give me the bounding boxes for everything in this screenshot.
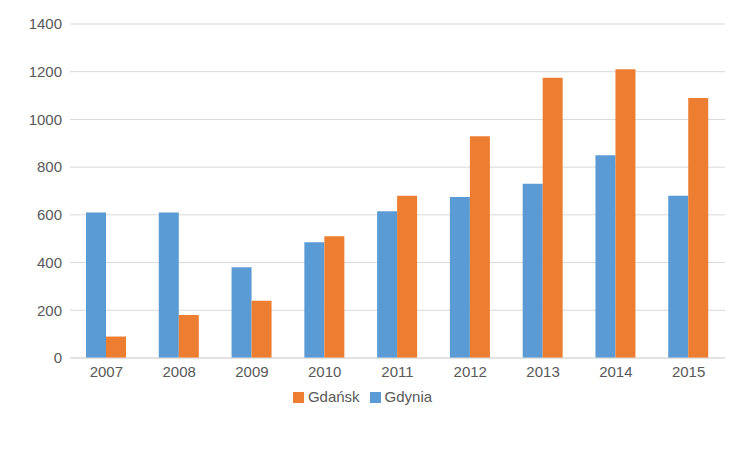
svg-text:2014: 2014 [599,363,632,380]
svg-text:2010: 2010 [308,363,341,380]
svg-text:800: 800 [37,158,62,175]
svg-text:2008: 2008 [162,363,195,380]
svg-text:2013: 2013 [526,363,559,380]
svg-text:0: 0 [54,349,62,366]
svg-text:400: 400 [37,254,62,271]
html-text:Gdańsk: Gdańsk [307,388,360,405]
svg-text:200: 200 [37,302,62,319]
svg-text:1400: 1400 [29,15,62,32]
svg-text:2007: 2007 [90,363,123,380]
svg-text:2009: 2009 [235,363,268,380]
html-text:Gdynia: Gdynia [384,388,433,405]
svg-text:2012: 2012 [454,363,487,380]
svg-text:1000: 1000 [29,111,62,128]
svg-text:1200: 1200 [29,63,62,80]
svg-text:2011: 2011 [381,363,413,380]
svg-text:600: 600 [37,206,62,223]
svg-text:2015: 2015 [672,363,705,380]
